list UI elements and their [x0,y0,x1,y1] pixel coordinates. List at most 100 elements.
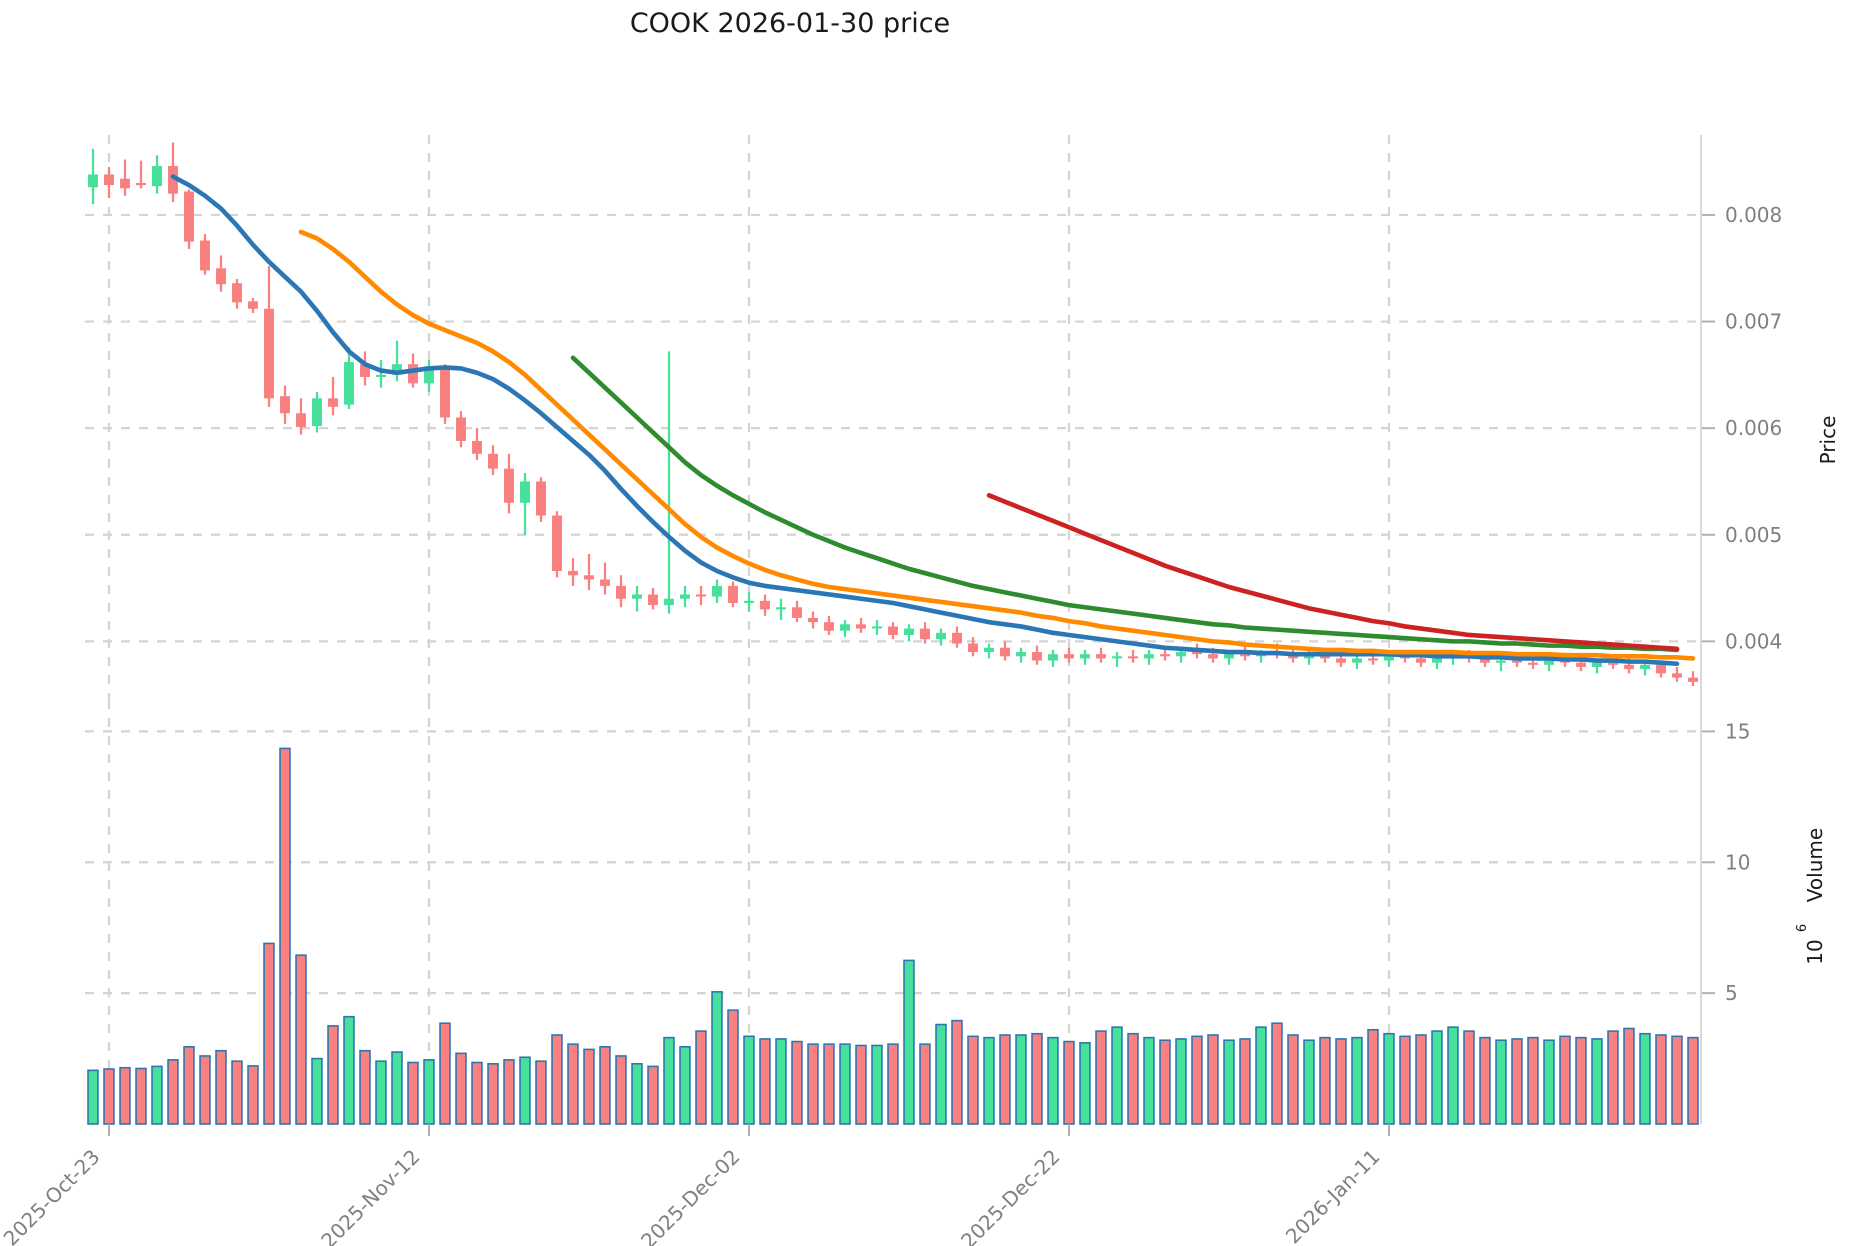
volume-tick-label: 10 [1725,850,1750,874]
volume-bar [887,1043,899,1125]
volume-bar [199,1055,211,1125]
candlestick [1064,647,1074,663]
candlestick [1000,641,1010,661]
volume-axis-title: Volume [1803,828,1827,902]
volume-bar [775,1038,787,1125]
volume-bar [983,1036,995,1125]
price-tick-label: 0.005 [1725,523,1782,547]
volume-exponent-group: 10 [1803,939,1827,964]
volume-bar [791,1040,803,1125]
volume-bar [903,959,915,1125]
volume-axis-title-group: Volume [1803,828,1827,902]
candlestick-series [88,142,1698,687]
volume-bar [599,1045,611,1125]
ma-line-ma_xlong [986,493,1680,652]
candlestick [600,562,610,595]
volume-bar [1207,1034,1219,1125]
volume-bar [87,1069,99,1125]
candlestick [792,600,802,623]
volume-bar [727,1009,739,1125]
volume-bar [231,1060,243,1125]
volume-bar [1079,1042,1091,1125]
volume-bar [1159,1039,1171,1125]
volume-bar [487,1063,499,1125]
candlestick [232,278,242,309]
candlestick [632,585,642,612]
candlestick [168,142,178,203]
price-axis-title: Price [1816,416,1840,465]
volume-bar [1127,1032,1139,1125]
volume-bar [1255,1026,1267,1125]
volume-bar [1607,1030,1619,1125]
volume-bar [1111,1026,1123,1125]
volume-bar [1063,1040,1075,1125]
volume-bar [135,1067,147,1125]
candlestick [1672,666,1682,682]
candlestick [680,585,690,608]
candlestick [296,398,306,435]
candlestick [376,359,386,388]
candlestick [1128,649,1138,663]
candlestick [1016,647,1026,663]
candlestick [456,411,466,448]
volume-bar [103,1068,115,1125]
ma-line-ma_short [170,174,1680,667]
candlestick [424,359,434,392]
ma-line-ma_mid [298,229,1696,661]
volume-bar [247,1065,259,1125]
volume-bar [631,1063,643,1125]
volume-bar [471,1061,483,1125]
volume-bar [647,1065,659,1125]
volume-bar [359,1049,371,1125]
volume-bar [1687,1036,1699,1125]
volume-tick-label: 5 [1725,981,1738,1005]
candlestick [648,588,658,610]
volume-bar [327,1025,339,1125]
candlestick [920,622,930,644]
candlestick [200,234,210,275]
volume-bar [263,942,275,1125]
candlestick [712,579,722,603]
candlestick [888,622,898,640]
volume-bar [167,1059,179,1125]
candlestick [696,585,706,606]
price-tick-label: 0.006 [1725,416,1782,440]
candlestick [552,511,562,578]
volume-exponent-sup-group: 6 [1795,924,1810,932]
candlestick [152,155,162,194]
price-tick-label: 0.008 [1725,203,1782,227]
volume-bar [935,1023,947,1125]
candlestick [360,351,370,386]
volume-bar [1143,1036,1155,1125]
volume-bar [343,1015,355,1125]
candlestick [952,626,962,648]
candlestick [664,351,674,614]
candlestick [968,637,978,657]
candlestick [88,148,98,205]
volume-bar [1559,1035,1571,1125]
candlestick [120,159,130,196]
candlestick [728,581,738,608]
volume-bar [375,1060,387,1125]
volume-bar [1095,1030,1107,1125]
candlestick [936,628,946,646]
volume-bar [871,1044,883,1125]
candlestick [344,347,354,409]
candlestick [1352,654,1362,670]
volume-axis-ticks: 15 10 5 [1701,719,1750,1005]
candlestick [584,553,594,591]
volume-bar [1335,1038,1347,1125]
candlestick [904,624,914,642]
volume-bar [967,1035,979,1125]
candlestick [104,166,114,198]
volume-exponent-superscript: 6 [1795,924,1810,932]
volume-bar [1415,1034,1427,1125]
candlestick [520,472,530,535]
volume-bar [311,1057,323,1125]
volume-bar [615,1055,627,1125]
candlestick [312,391,322,433]
candlestick [488,445,498,476]
